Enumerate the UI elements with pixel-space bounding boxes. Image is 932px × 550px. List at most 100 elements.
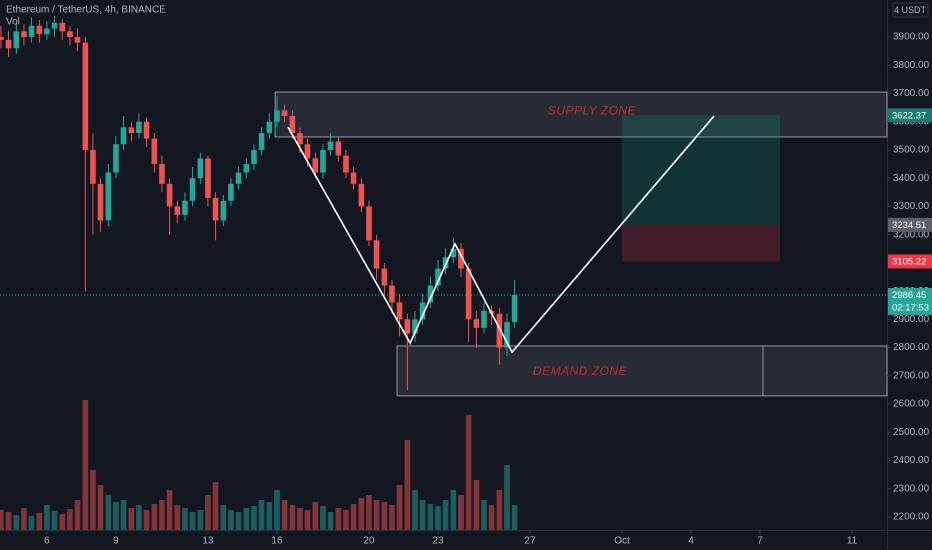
candle-body (105, 172, 112, 221)
candle-body (274, 110, 280, 122)
candle-body (113, 144, 119, 173)
candle-body (0, 36, 4, 40)
volume-bar (159, 500, 165, 530)
y-tick-label: 3200.00 (893, 229, 930, 240)
volume-bar (504, 465, 510, 530)
volume-bar (297, 508, 303, 530)
candle-body (212, 197, 219, 221)
candle-body (220, 200, 227, 221)
x-tick-label: 20 (363, 536, 375, 547)
candle-body (320, 149, 326, 173)
volume-bar (350, 504, 357, 530)
candle-body (297, 132, 303, 145)
candle-body (67, 31, 73, 37)
volume-title: Vol (6, 17, 20, 28)
candle-body (335, 141, 342, 156)
volume-bar (496, 490, 503, 530)
candle-body (197, 158, 204, 179)
candle-body (304, 144, 311, 159)
zone (274, 91, 888, 138)
volume-bar (13, 515, 20, 530)
volume-bar (404, 440, 411, 530)
volume-bar (458, 495, 464, 530)
volume-bar (389, 505, 395, 530)
volume-layer (0, 400, 518, 530)
volume-bar (327, 512, 334, 530)
x-tick-label: 6 (44, 536, 50, 547)
price-label: 3622.37 (888, 108, 932, 123)
volume-bar (28, 516, 35, 530)
candle-body (44, 28, 50, 35)
volume-bar (143, 510, 150, 530)
volume-bar (335, 508, 342, 530)
candle-body (381, 268, 388, 286)
x-tick-label: 23 (432, 536, 444, 547)
price-label: 3234.51 (888, 217, 932, 232)
volume-bar (36, 513, 43, 530)
candle-body (258, 132, 265, 150)
volume-bar (373, 500, 380, 530)
x-tick-label: 16 (271, 536, 283, 547)
y-tick-label: 3300.00 (893, 201, 930, 212)
volume-bar (366, 495, 372, 530)
volume-bar (151, 504, 158, 530)
candle-body (473, 319, 480, 328)
volume-bar (435, 506, 441, 530)
volume-bar (74, 500, 81, 530)
volume-bar (212, 482, 219, 530)
x-tick-label: 11 (847, 536, 858, 547)
volume-bar (113, 502, 119, 530)
candle-body (21, 31, 27, 37)
volume-bar (274, 490, 280, 530)
volume-bar (166, 490, 173, 530)
x-tick-label: 7 (757, 536, 763, 547)
candle-body (36, 25, 43, 35)
currency[interactable]: 4 USDT (894, 5, 927, 15)
zone-label: SUPPLY ZONE (548, 104, 637, 118)
volume-bar (396, 485, 403, 530)
candle-body (13, 31, 20, 49)
volume-bar (511, 505, 518, 530)
candle-body (82, 42, 89, 150)
y-tick-label: 3700.00 (893, 88, 930, 99)
candle-body (136, 121, 142, 133)
volume-bar (205, 495, 211, 530)
volume-bar (419, 500, 426, 530)
x-tick-label: Oct (614, 536, 630, 547)
candle-body (412, 319, 418, 334)
volume-bar (120, 500, 127, 530)
volume-bar (473, 480, 480, 530)
y-tick-label: 3400.00 (893, 173, 930, 184)
candle-body (266, 121, 273, 133)
volume-bar (312, 502, 319, 530)
volume-bar (381, 502, 388, 530)
candle-body (373, 240, 380, 269)
candle-body (511, 294, 518, 323)
candle-body (327, 141, 334, 150)
candle-body (90, 149, 96, 184)
y-tick-label: 2300.00 (893, 483, 930, 494)
candle-body (5, 39, 12, 49)
volume-bar (174, 505, 181, 530)
volume-bar (412, 490, 418, 530)
candle-body (243, 164, 250, 173)
y-tick-label: 3500.00 (893, 145, 930, 156)
candle-body (481, 310, 487, 328)
candle-body (435, 268, 441, 286)
candle-body (504, 322, 510, 348)
candle-body (350, 172, 357, 184)
price-label-text: 3622.37 (892, 110, 926, 121)
candle-body (28, 25, 35, 37)
candle-body (235, 172, 242, 184)
volume-bar (304, 510, 311, 530)
candle-body (228, 183, 234, 201)
candle-body (450, 248, 457, 258)
volume-bar (67, 509, 73, 530)
volume-bar (358, 498, 365, 530)
volume-bar (235, 512, 242, 530)
zone (396, 345, 888, 397)
y-tick-label: 3800.00 (893, 60, 930, 71)
currency-box[interactable] (892, 2, 929, 18)
